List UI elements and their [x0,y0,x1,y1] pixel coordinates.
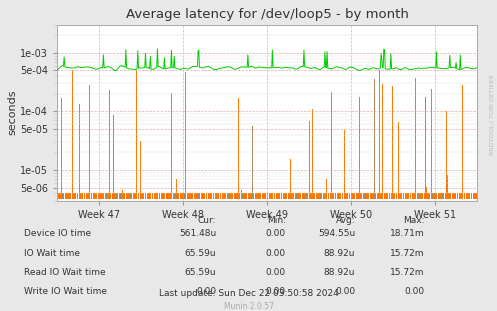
Text: Cur:: Cur: [198,216,216,225]
Y-axis label: seconds: seconds [7,90,17,136]
Text: Read IO Wait time: Read IO Wait time [24,268,105,277]
Text: Last update: Sun Dec 22 03:50:58 2024: Last update: Sun Dec 22 03:50:58 2024 [159,290,338,298]
Text: 15.72m: 15.72m [391,249,425,258]
Text: IO Wait time: IO Wait time [24,249,80,258]
Text: RRDTOOL / TOBI OETIKER: RRDTOOL / TOBI OETIKER [490,75,495,156]
Text: 0.00: 0.00 [266,287,286,296]
Text: 594.55u: 594.55u [318,230,355,238]
Text: 88.92u: 88.92u [324,268,355,277]
Text: Max:: Max: [404,216,425,225]
Text: 0.00: 0.00 [266,249,286,258]
Text: 0.00: 0.00 [266,268,286,277]
Text: Avg:: Avg: [336,216,355,225]
Text: 0.00: 0.00 [266,230,286,238]
Text: 65.59u: 65.59u [184,249,216,258]
Text: Device IO time: Device IO time [24,230,91,238]
Text: 65.59u: 65.59u [184,268,216,277]
Text: 88.92u: 88.92u [324,249,355,258]
Text: 0.00: 0.00 [196,287,216,296]
Text: Munin 2.0.57: Munin 2.0.57 [224,302,273,311]
Text: 18.71m: 18.71m [390,230,425,238]
Text: Write IO Wait time: Write IO Wait time [24,287,107,296]
Text: 561.48u: 561.48u [179,230,216,238]
Text: 0.00: 0.00 [405,287,425,296]
Title: Average latency for /dev/loop5 - by month: Average latency for /dev/loop5 - by mont… [126,8,409,21]
Text: Min:: Min: [267,216,286,225]
Text: 0.00: 0.00 [335,287,355,296]
Text: 15.72m: 15.72m [391,268,425,277]
